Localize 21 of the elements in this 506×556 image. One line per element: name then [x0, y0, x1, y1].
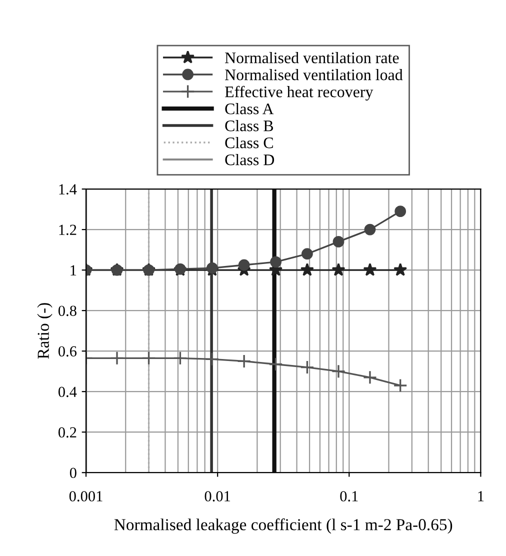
y-tick-label: 0.8 — [58, 306, 76, 316]
y-tick-label: 1 — [70, 265, 76, 276]
y-tick-label: 1.2 — [59, 224, 76, 236]
legend-label: Class A — [225, 103, 274, 114]
legend-label: Class C — [225, 137, 273, 148]
x-tick-label: 0.001 — [69, 491, 102, 502]
y-tick-label: 0.6 — [58, 346, 77, 357]
legend-label: Normalised ventilation rate — [225, 52, 399, 64]
legend-label: Normalised ventilation load — [225, 68, 403, 80]
y-tick-label: 0.2 — [58, 427, 76, 438]
y-tick-label: 0.4 — [58, 386, 77, 398]
x-tick-label: 0.01 — [204, 491, 230, 502]
x-axis-title: Normalised leakage coefficient (l s-1 m-2 Pa-0.65) — [114, 518, 452, 534]
legend-label: Class B — [225, 120, 274, 132]
y-axis-title: Ratio (-) — [37, 303, 52, 359]
x-tick-label: 1 — [478, 491, 484, 502]
x-tick-label: 0.1 — [340, 491, 358, 502]
y-tick-label: 0 — [70, 468, 76, 478]
legend-label: Class D — [225, 154, 274, 166]
y-tick-label: 1.4 — [59, 184, 77, 195]
legend-label: Effective heat recovery — [225, 86, 374, 101]
